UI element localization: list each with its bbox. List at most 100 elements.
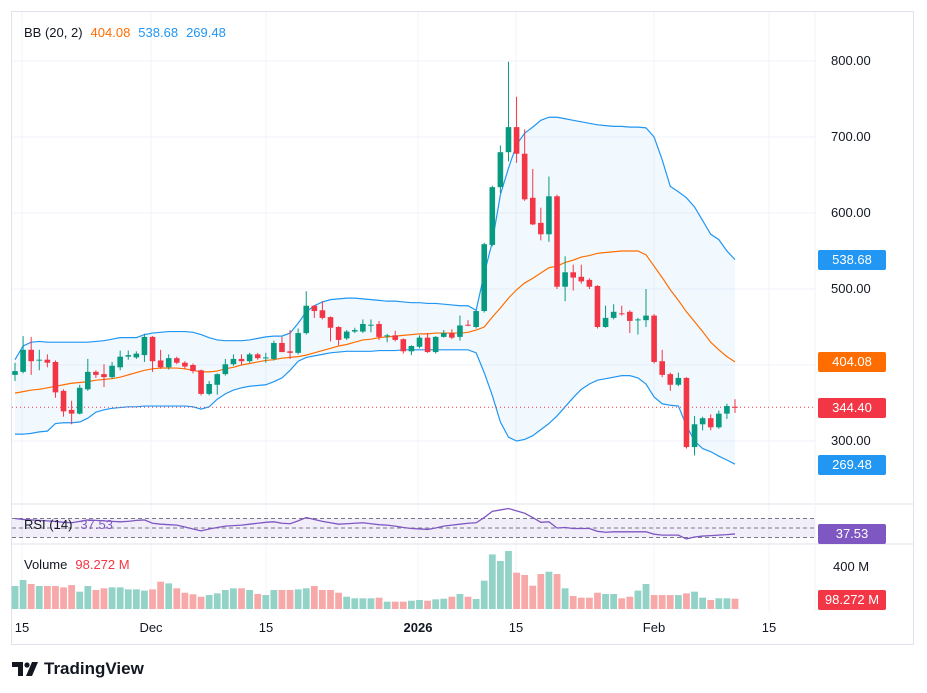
volume-legend[interactable]: Volume 98.272 M bbox=[24, 557, 138, 572]
candle-up bbox=[384, 335, 390, 337]
volume-bar bbox=[585, 597, 593, 609]
volume-tag: 98.272 M bbox=[818, 590, 886, 610]
volume-bar bbox=[626, 596, 634, 609]
volume-bar bbox=[27, 584, 35, 609]
candle-down bbox=[400, 339, 407, 352]
volume-bar bbox=[60, 587, 67, 609]
candle-up bbox=[262, 357, 269, 359]
bb-upper-value: 538.68 bbox=[138, 25, 179, 40]
volume-bar bbox=[294, 589, 302, 609]
volume-value: 98.272 M bbox=[75, 557, 130, 572]
candle-down bbox=[449, 333, 455, 338]
price-tick: 600.00 bbox=[831, 205, 871, 220]
candle-down bbox=[651, 315, 657, 362]
candle-down bbox=[513, 127, 520, 154]
candle-down bbox=[287, 351, 293, 353]
volume-bar bbox=[496, 561, 504, 609]
candle-down bbox=[311, 305, 318, 312]
volume-bar bbox=[723, 598, 731, 609]
volume-bar bbox=[707, 599, 715, 609]
bb-legend[interactable]: BB (20, 2) 404.08 538.68 269.48 bbox=[24, 25, 234, 40]
rsi-legend[interactable]: RSI (14) 37.53 bbox=[24, 517, 121, 532]
price-tick: 800.00 bbox=[831, 53, 871, 68]
bb-lower-tag: 269.48 bbox=[818, 455, 886, 475]
candle-down bbox=[182, 362, 188, 367]
volume-bar bbox=[416, 599, 423, 609]
rsi-line bbox=[14, 507, 736, 540]
volume-bar bbox=[100, 588, 108, 609]
candle-up bbox=[643, 315, 649, 321]
volume-bar bbox=[343, 596, 351, 609]
volume-bar bbox=[602, 593, 609, 609]
candle-up bbox=[230, 358, 237, 365]
candle-down bbox=[93, 371, 99, 375]
price-tick: 700.00 bbox=[831, 129, 871, 144]
volume-bar bbox=[165, 583, 173, 609]
volume-bar bbox=[278, 589, 286, 609]
volume-bar bbox=[408, 600, 415, 609]
candle-up bbox=[36, 359, 43, 361]
volume-bar bbox=[246, 589, 254, 609]
candle-up bbox=[133, 353, 140, 358]
candle-down bbox=[101, 374, 107, 378]
brand-name: TradingView bbox=[44, 659, 144, 678]
candle-up bbox=[473, 311, 479, 327]
candle-down bbox=[554, 196, 560, 287]
rsi-label: RSI (14) bbox=[24, 517, 73, 532]
volume-bar bbox=[545, 571, 553, 609]
candle-down bbox=[683, 377, 690, 448]
candle-down bbox=[707, 418, 714, 428]
candle-up bbox=[489, 187, 496, 245]
candle-down bbox=[198, 370, 204, 394]
volume-bar bbox=[132, 589, 140, 609]
volume-bar bbox=[521, 574, 529, 609]
volume-bar bbox=[480, 580, 488, 609]
candle-up bbox=[360, 323, 366, 332]
candle-down bbox=[44, 359, 51, 363]
volume-bar bbox=[610, 593, 618, 609]
candle-up bbox=[368, 324, 374, 326]
candle-down bbox=[376, 323, 382, 337]
volume-bar bbox=[254, 593, 262, 609]
volume-bar bbox=[634, 590, 642, 609]
candle-down bbox=[570, 272, 577, 278]
volume-bar bbox=[691, 591, 698, 609]
volume-bar bbox=[731, 598, 739, 609]
volume-tick: 400 M bbox=[833, 559, 870, 574]
candle-down bbox=[594, 285, 601, 327]
candle-up bbox=[343, 331, 350, 339]
candle-up bbox=[125, 355, 132, 357]
volume-bar bbox=[335, 592, 342, 609]
volume-bar bbox=[391, 601, 399, 609]
volume-bar bbox=[76, 591, 84, 609]
volume-bar bbox=[116, 587, 124, 609]
chart-container[interactable] bbox=[11, 11, 914, 645]
time-tick: 2026 bbox=[403, 620, 433, 635]
volume-bar bbox=[157, 581, 165, 609]
candle-up bbox=[246, 354, 253, 362]
candle-up bbox=[432, 336, 439, 353]
candle-up bbox=[562, 272, 568, 287]
candle-up bbox=[214, 374, 221, 385]
volume-bar bbox=[68, 585, 76, 609]
volume-bar bbox=[432, 599, 440, 609]
tradingview-logo[interactable]: TradingView bbox=[12, 659, 144, 679]
volume-bar bbox=[141, 590, 148, 609]
volume-bar bbox=[351, 598, 359, 609]
candle-up bbox=[724, 406, 730, 414]
volume-bar bbox=[230, 588, 237, 609]
candle-up bbox=[351, 330, 358, 332]
volume-bar bbox=[674, 595, 682, 609]
volume-bar bbox=[11, 586, 19, 609]
rsi-tag: 37.53 bbox=[818, 524, 886, 544]
candle-up bbox=[222, 364, 229, 375]
candle-up bbox=[165, 358, 172, 368]
candle-down bbox=[157, 360, 164, 368]
volume-bar bbox=[699, 597, 707, 609]
candle-up bbox=[602, 317, 609, 327]
candle-down bbox=[529, 197, 536, 225]
candle-down bbox=[392, 335, 399, 340]
candle-up bbox=[303, 305, 310, 334]
volume-bar bbox=[650, 595, 658, 609]
